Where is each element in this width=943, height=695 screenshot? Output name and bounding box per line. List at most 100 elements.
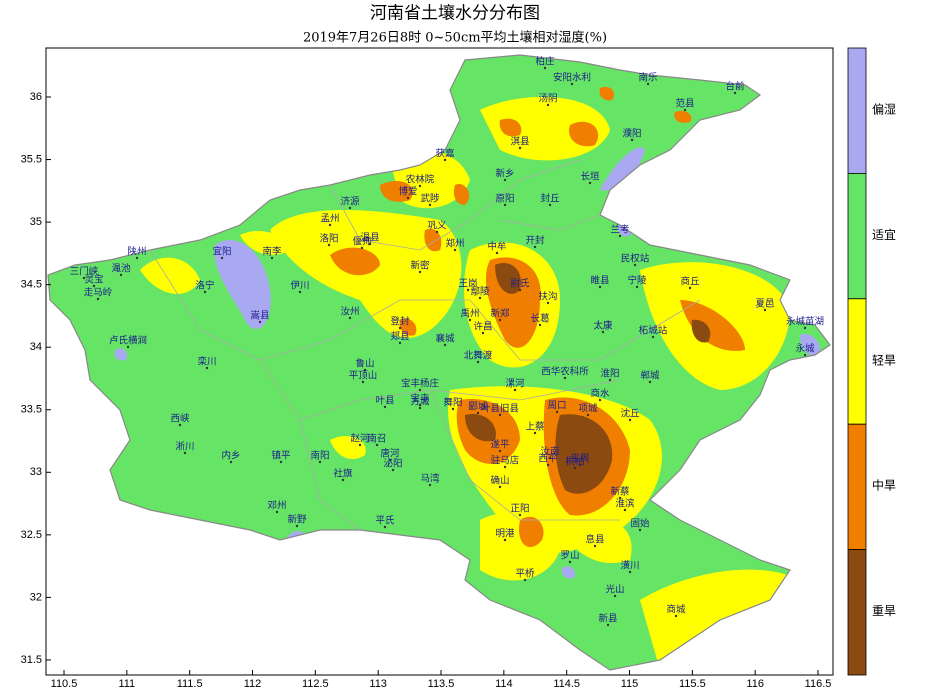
station-label: 栾川 bbox=[197, 356, 216, 368]
station-dot bbox=[538, 323, 542, 327]
station-dot bbox=[548, 456, 552, 460]
station-label: 唐河 bbox=[380, 448, 400, 460]
station-dot bbox=[183, 451, 187, 455]
x-tick-label: 111.5 bbox=[177, 678, 203, 690]
province-border bbox=[47, 54, 831, 671]
station-dot bbox=[630, 138, 634, 142]
x-tick-label: 115.5 bbox=[679, 678, 706, 690]
station-label: 淇县 bbox=[510, 137, 529, 148]
station-label: 南召 bbox=[367, 433, 386, 445]
station-dot bbox=[763, 308, 767, 312]
station-label: 潢川 bbox=[620, 560, 639, 572]
station-dot bbox=[638, 528, 642, 532]
station-label: 新野 bbox=[287, 514, 307, 526]
station-dot bbox=[358, 443, 362, 447]
station-label: 永城苗湖 bbox=[786, 316, 824, 328]
y-tick-label: 33.5 bbox=[21, 404, 42, 416]
legend-label: 轻旱 bbox=[872, 353, 896, 367]
station-dot bbox=[608, 378, 612, 382]
station-label: 太康 bbox=[593, 320, 613, 332]
station-label: 登封 bbox=[390, 316, 410, 328]
station-dot bbox=[391, 468, 395, 472]
x-tick-label: 116 bbox=[746, 678, 764, 690]
station-dot bbox=[498, 449, 502, 453]
station-label: 获嘉 bbox=[435, 148, 454, 160]
station-dot bbox=[598, 398, 602, 402]
station-dot bbox=[543, 66, 547, 70]
station-dot bbox=[533, 245, 537, 249]
station-label: 走马岭 bbox=[84, 287, 113, 299]
station-label: 灵宝 bbox=[84, 274, 103, 286]
station-dot bbox=[674, 614, 678, 618]
station-label: 中牟 bbox=[487, 241, 506, 253]
station-label: 夏邑 bbox=[755, 299, 774, 310]
station-label: 遂平 bbox=[490, 439, 510, 451]
station-dot bbox=[360, 246, 364, 250]
station-label: 睢县 bbox=[590, 275, 609, 287]
station-dot bbox=[178, 423, 182, 427]
station-dot bbox=[295, 524, 299, 528]
y-tick-label: 32.5 bbox=[21, 529, 42, 541]
station-label: 台前 bbox=[725, 81, 744, 93]
station-dot bbox=[546, 301, 550, 305]
station-label: 平桥 bbox=[515, 568, 535, 580]
station-dot bbox=[478, 296, 482, 300]
station-dot bbox=[578, 463, 582, 467]
station-label: 博爱 bbox=[398, 186, 417, 198]
station-label: 内乡 bbox=[221, 450, 240, 462]
station-label: 郾城 bbox=[468, 402, 488, 413]
station-dot bbox=[406, 196, 410, 200]
y-tick-label: 36 bbox=[30, 91, 42, 103]
station-dot bbox=[633, 263, 637, 267]
station-label: 南乐 bbox=[638, 72, 658, 84]
station-dot bbox=[570, 82, 574, 86]
station-dot bbox=[803, 326, 807, 330]
station-dot bbox=[363, 368, 367, 372]
legend-label: 适宜 bbox=[872, 227, 896, 242]
station-label: 新蔡 bbox=[610, 486, 630, 498]
station-label: 郏县 bbox=[390, 331, 409, 343]
station-dot bbox=[618, 496, 622, 500]
station-dot bbox=[96, 297, 100, 301]
station-label: 淅川 bbox=[175, 441, 194, 453]
station-dot bbox=[683, 108, 687, 112]
station-dot bbox=[383, 405, 387, 409]
station-dot bbox=[229, 460, 233, 464]
station-label: 泌阳 bbox=[383, 458, 402, 470]
legend-label: 中旱 bbox=[872, 478, 896, 493]
station-label: 舞阳 bbox=[443, 398, 462, 409]
x-tick-label: 112 bbox=[244, 678, 262, 690]
station-label: 卢氏横涧 bbox=[109, 335, 147, 347]
station-label: 赵河 bbox=[350, 433, 370, 445]
station-label: 扶沟 bbox=[538, 291, 557, 303]
station-dot bbox=[341, 478, 345, 482]
station-label: 光山 bbox=[605, 584, 624, 596]
station-dot bbox=[348, 206, 352, 210]
station-dot bbox=[220, 256, 224, 260]
x-tick-label: 116.5 bbox=[805, 678, 832, 690]
station-dot bbox=[563, 376, 567, 380]
station-dot bbox=[628, 418, 632, 422]
station-dot bbox=[368, 242, 372, 246]
station-dot bbox=[328, 223, 332, 227]
station-dot bbox=[646, 82, 650, 86]
legend-swatch bbox=[847, 423, 867, 551]
station-label: 项城 bbox=[578, 404, 598, 415]
x-tick-label: 111 bbox=[118, 678, 135, 690]
map-subtitle: 2019年7月26日8时 0~50cm平均土壤相对湿度(%) bbox=[303, 30, 607, 46]
station-label: 汤阴 bbox=[538, 94, 557, 105]
legend-swatch bbox=[847, 47, 867, 174]
legend-swatch bbox=[847, 298, 867, 425]
x-tick-label: 113.5 bbox=[428, 678, 455, 690]
station-label: 宁陵 bbox=[627, 275, 647, 287]
y-tick-label: 34 bbox=[30, 341, 42, 353]
station-label: 农林院 bbox=[406, 174, 435, 186]
station-label: 伊川 bbox=[290, 280, 309, 292]
legend-label: 重旱 bbox=[872, 604, 896, 618]
station-dot bbox=[651, 335, 655, 339]
station-dot bbox=[518, 146, 522, 150]
x-tick-label: 114 bbox=[495, 678, 513, 690]
station-dot bbox=[503, 538, 507, 542]
station-dot bbox=[598, 285, 602, 289]
legend-label: 偏湿 bbox=[872, 102, 896, 117]
